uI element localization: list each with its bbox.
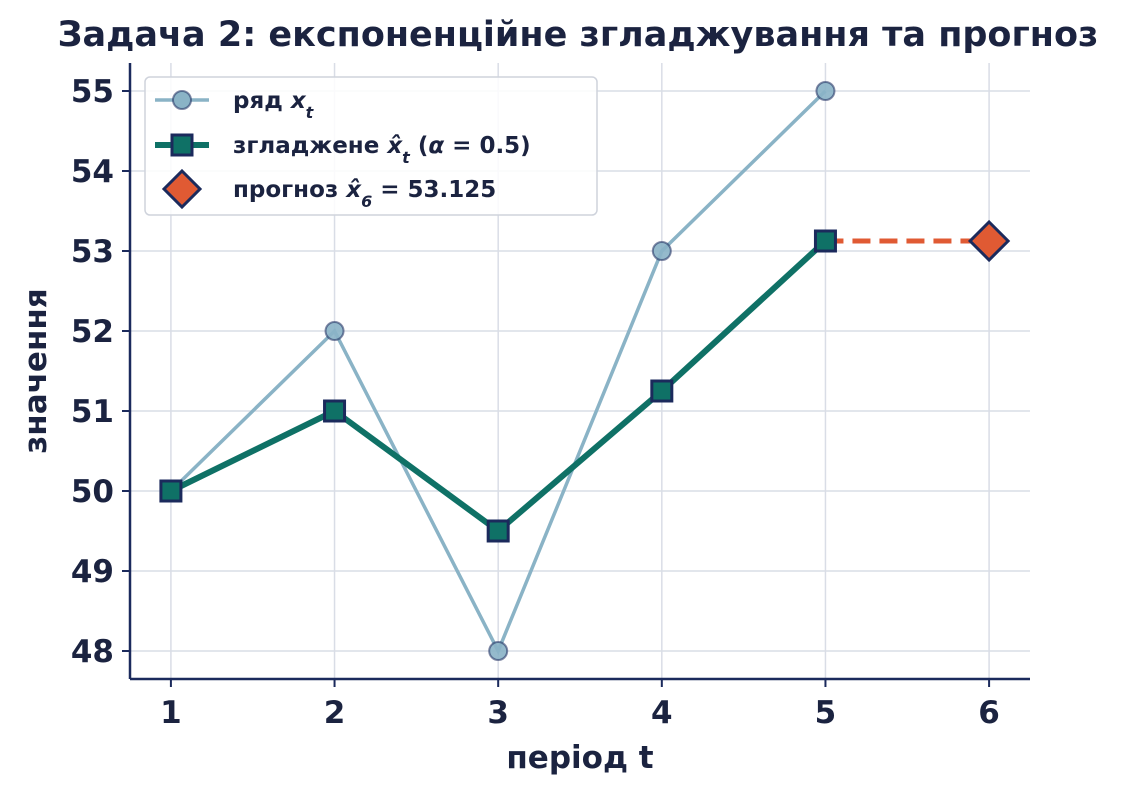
- chart-title: Задача 2: експоненційне згладжування та …: [58, 15, 1099, 55]
- legend-frame: [144, 76, 598, 216]
- y-tick-label: 50: [71, 474, 114, 510]
- y-tick-label: 51: [71, 394, 114, 430]
- y-tick-label: 53: [71, 234, 114, 270]
- x-tick-label: 3: [487, 695, 509, 731]
- legend-raw-marker: [172, 90, 192, 110]
- x-tick-label: 5: [815, 695, 837, 731]
- axes-spines: [128, 63, 1030, 681]
- smoothed-series-point: [650, 379, 674, 403]
- y-tick-label: 54: [71, 154, 114, 190]
- y-tick-label: 55: [71, 74, 114, 110]
- smoothed-series-point: [323, 399, 347, 423]
- y-tick-label: 48: [71, 634, 114, 670]
- raw-series-point: [815, 81, 836, 101]
- x-axis-label: період t: [506, 740, 653, 776]
- legend-raw-label: ряд xt: [233, 88, 315, 122]
- smoothed-series-point: [159, 479, 183, 503]
- y-tick-label: 52: [71, 314, 114, 350]
- smoothed-series-point: [486, 519, 510, 543]
- x-tick-label: 4: [651, 695, 673, 731]
- legend-smoothed-label: згладжене x̂t (α = 0.5): [233, 133, 531, 167]
- legend-forecast-label: прогноз x̂6 = 53.125: [233, 177, 496, 211]
- smoothed-series-point: [813, 229, 837, 253]
- legend: ряд xt згладжене x̂t (α = 0.5) прогноз x̂6…: [144, 76, 598, 216]
- raw-series-point: [651, 241, 672, 261]
- raw-series-point: [324, 321, 345, 341]
- series-layer: [159, 81, 1011, 661]
- ticks-layer: 1 2 3 4 5 6 48 49 50 51 52 53 54 55: [71, 74, 1000, 731]
- legend-forecast-marker: [161, 168, 203, 210]
- legend-smoothed-marker: [170, 133, 194, 157]
- forecast-point: [967, 219, 1011, 263]
- raw-series-point: [488, 641, 509, 661]
- x-tick-label: 1: [160, 695, 182, 731]
- y-tick-label: 49: [71, 554, 114, 590]
- x-tick-label: 6: [978, 695, 1000, 731]
- y-axis-label: значення: [18, 288, 54, 453]
- x-tick-label: 2: [324, 695, 346, 731]
